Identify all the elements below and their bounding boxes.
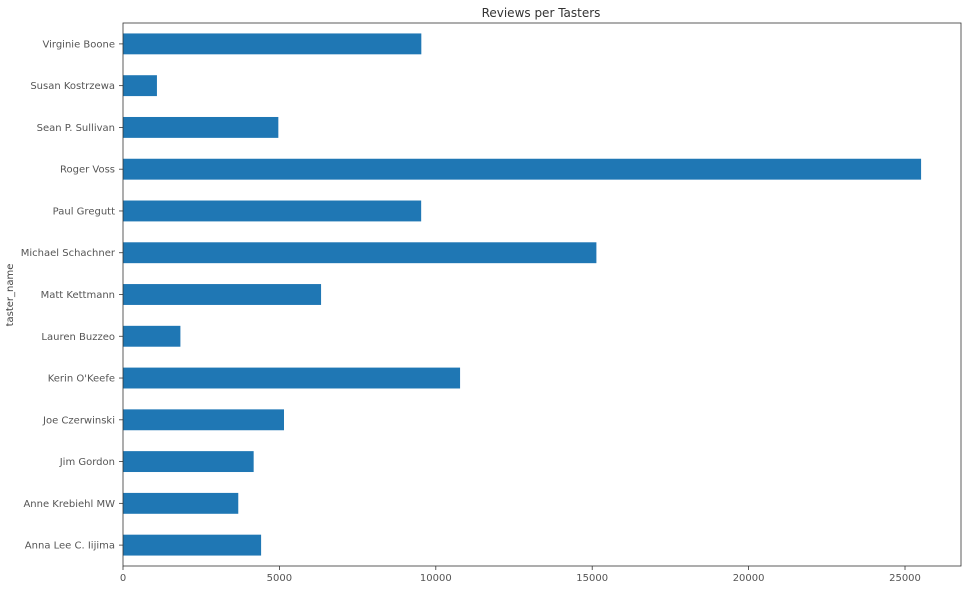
y-tick-label: Kerin O'Keefe: [48, 374, 115, 385]
bar: [123, 534, 262, 556]
bar: [123, 200, 422, 222]
bar: [123, 409, 284, 431]
plot-frame: [122, 22, 962, 567]
y-tick-label: Lauren Buzzeo: [41, 332, 115, 343]
bar: [123, 75, 157, 97]
x-tick-label: 5000: [267, 573, 292, 584]
x-tick-label: 15000: [576, 573, 608, 584]
bar: [123, 325, 181, 347]
bar: [123, 33, 422, 55]
y-tick-label: Virginie Boone: [43, 39, 116, 50]
y-tick-label: Anna Lee C. Iijima: [25, 541, 115, 552]
bars-group: [123, 33, 922, 556]
y-tick-label: Michael Schachner: [21, 248, 116, 259]
y-tick-label: Matt Kettmann: [41, 290, 115, 301]
y-axis-ticks: Virginie Boone Susan Kostrzewa Sean P. Sul…: [21, 39, 123, 552]
x-axis-ticks: 0 5000 10000 15000 20000 25000: [120, 566, 921, 584]
bar: [123, 158, 922, 180]
chart-title: Reviews per Tasters: [482, 6, 601, 20]
y-tick-label: Paul Gregutt: [53, 206, 115, 217]
y-tick-label: Roger Voss: [60, 165, 115, 176]
y-tick-label: Jim Gordon: [59, 457, 115, 468]
x-tick-label: 0: [120, 573, 126, 584]
bar: [123, 116, 279, 138]
y-tick-label: Susan Kostrzewa: [30, 81, 115, 92]
y-tick-label: Sean P. Sullivan: [37, 123, 115, 134]
bar: [123, 242, 597, 264]
bar: [123, 451, 254, 473]
x-tick-label: 25000: [889, 573, 921, 584]
x-tick-label: 10000: [420, 573, 452, 584]
y-tick-label: Joe Czerwinski: [42, 415, 115, 426]
y-axis-label: taster_name: [5, 264, 16, 327]
y-tick-label: Anne Krebiehl MW: [23, 499, 115, 510]
bar: [123, 367, 461, 389]
x-tick-label: 20000: [733, 573, 765, 584]
bar: [123, 284, 322, 305]
bar: [123, 492, 239, 514]
